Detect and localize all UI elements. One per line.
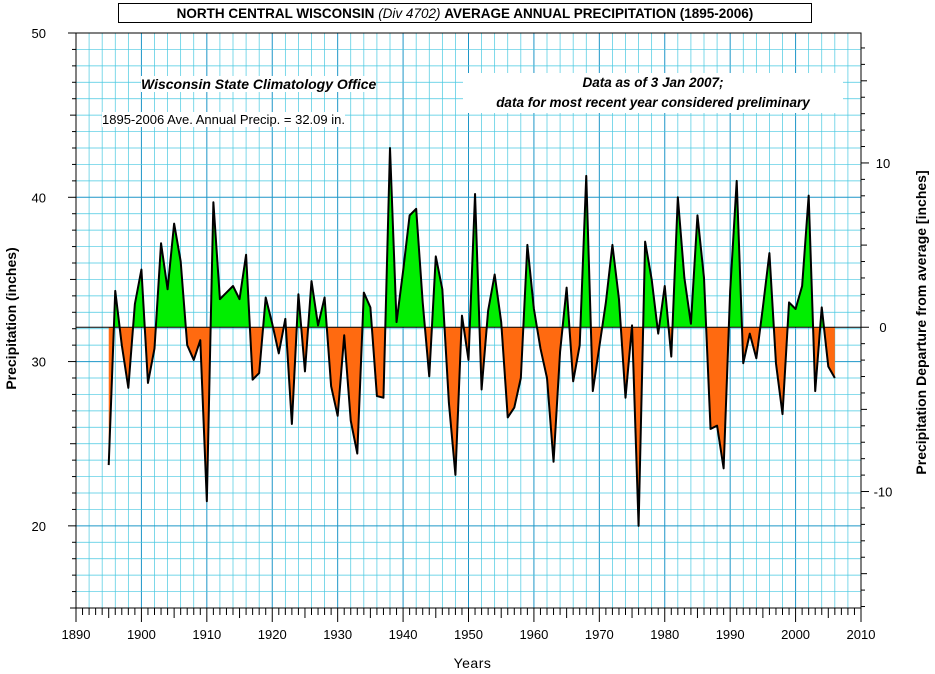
tick-labels: 1890 1900 1910 1920 1930 1940 1950 1960 1970 1980… — [32, 26, 893, 642]
x-tick-label: 1900 — [127, 627, 156, 642]
below-average-fill — [285, 327, 297, 424]
data-note-line1: Data as of 3 Jan 2007; — [582, 75, 724, 90]
y-tick-label: 50 — [32, 26, 46, 41]
title-region: NORTH CENTRAL WISCONSIN — [176, 5, 375, 21]
below-average-fill — [326, 327, 363, 454]
below-average-fill — [371, 327, 386, 398]
below-average-fill — [569, 327, 581, 382]
data-note-line2: data for most recent year considered pre… — [496, 95, 810, 110]
below-average-fill — [773, 327, 788, 415]
chart-title: NORTH CENTRAL WISCONSIN (Div 4702) AVERA… — [118, 3, 812, 23]
x-tick-label: 1960 — [519, 627, 548, 642]
below-average-fill — [444, 327, 462, 475]
above-average-fill — [728, 180, 742, 328]
x-tick-label: 1930 — [323, 627, 352, 642]
below-average-fill — [119, 327, 134, 388]
x-tick-label: 1890 — [62, 627, 91, 642]
precipitation-line — [107, 147, 836, 527]
departure-fills — [108, 148, 835, 526]
y2-tick-label: 10 — [876, 156, 890, 171]
y2-axis-label: Precipitation Departure from average [in… — [913, 170, 929, 474]
above-average-fill — [602, 244, 621, 328]
above-average-fill — [486, 274, 502, 328]
x-tick-label: 1990 — [716, 627, 745, 642]
y-tick-label: 40 — [32, 190, 46, 205]
x-tick-label: 1920 — [258, 627, 287, 642]
above-average-fill — [385, 148, 425, 328]
y-tick-label: 20 — [32, 519, 46, 534]
below-average-fill — [823, 327, 835, 378]
average-note: 1895-2006 Ave. Annual Precip. = 32.09 in… — [102, 112, 345, 127]
y2-tick-label: 0 — [879, 320, 886, 335]
below-average-fill — [249, 327, 264, 380]
below-average-fill — [632, 327, 644, 526]
above-average-fill — [469, 194, 480, 328]
data-note: Data as of 3 Jan 2007; data for most rec… — [463, 73, 843, 113]
x-tick-label: 1970 — [585, 627, 614, 642]
x-tick-label: 2000 — [781, 627, 810, 642]
source-note: Wisconsin State Climatology Office — [141, 76, 377, 92]
x-tick-label: 2010 — [847, 627, 876, 642]
y-axis-label: Precipitation (inches) — [3, 247, 19, 389]
below-average-fill — [620, 327, 632, 398]
x-tick-label: 1980 — [650, 627, 679, 642]
x-tick-label: 1940 — [389, 627, 418, 642]
x-tick-label: 1910 — [192, 627, 221, 642]
title-measure: AVERAGE ANNUAL PRECIPITATION (1895-2006) — [444, 5, 754, 21]
below-average-fill — [706, 327, 729, 469]
y2-tick-label: -10 — [874, 485, 893, 500]
axis-ticks — [68, 32, 869, 622]
x-axis-label: Years — [454, 655, 492, 671]
above-average-fill — [362, 292, 372, 328]
below-average-fill — [273, 327, 284, 354]
above-average-fill — [672, 197, 707, 328]
above-average-fill — [580, 175, 591, 328]
title-division: (Div 4702) — [378, 5, 441, 21]
below-average-fill — [185, 327, 211, 502]
x-tick-label: 1950 — [454, 627, 483, 642]
y-tick-label: 30 — [32, 355, 46, 370]
